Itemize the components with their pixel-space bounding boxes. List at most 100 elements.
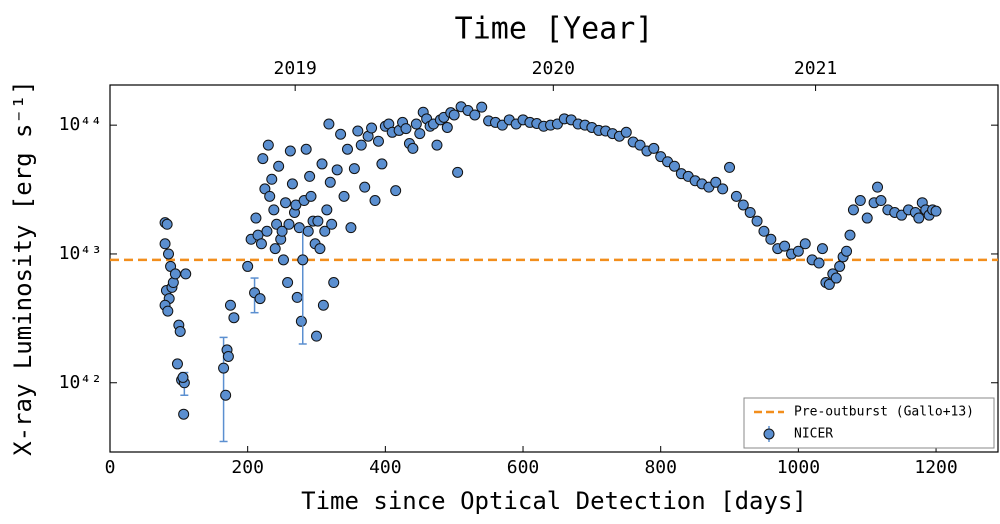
- data-point: [222, 350, 234, 362]
- data-point: [452, 166, 464, 178]
- data-point: [758, 225, 770, 237]
- data-point: [668, 160, 680, 172]
- data-point: [220, 389, 232, 401]
- data-point: [765, 233, 777, 245]
- data-point: [174, 326, 186, 338]
- data-point: [268, 204, 280, 216]
- data-point: [469, 109, 481, 121]
- plot-frame: [109, 84, 999, 453]
- data-point: [414, 128, 426, 140]
- legend-marker: [763, 428, 775, 440]
- data-point: [250, 212, 262, 224]
- data-point: [300, 143, 312, 155]
- x-tick-label: 400: [369, 457, 402, 478]
- data-point: [476, 101, 488, 113]
- x-tick-label: 200: [231, 457, 264, 478]
- data-point: [410, 118, 422, 130]
- data-point: [441, 121, 453, 133]
- data-point: [390, 185, 402, 197]
- data-point: [302, 225, 314, 237]
- data-point: [328, 277, 340, 289]
- data-point: [634, 139, 646, 151]
- data-point: [284, 145, 296, 157]
- chart-title: Time [Year]: [455, 12, 654, 47]
- data-point: [816, 243, 828, 255]
- data-point: [352, 125, 364, 137]
- data-point: [400, 123, 412, 135]
- x-tick-label: 600: [507, 457, 540, 478]
- data-point: [283, 218, 295, 230]
- data-point: [169, 268, 181, 280]
- y-tick-label: 10⁴²: [59, 372, 102, 393]
- data-point: [242, 260, 254, 272]
- data-point: [779, 240, 791, 252]
- data-point: [751, 215, 763, 227]
- data-point: [177, 371, 189, 383]
- data-point: [872, 181, 884, 193]
- data-point: [286, 178, 298, 190]
- data-point: [171, 358, 183, 370]
- y-axis-label: X-ray Luminosity [erg s⁻¹]: [9, 80, 37, 456]
- data-point: [338, 190, 350, 202]
- x-tick-label: 0: [105, 457, 116, 478]
- top-tick-label: 2021: [794, 58, 837, 79]
- data-point: [730, 190, 742, 202]
- data-point: [295, 315, 307, 327]
- data-point: [717, 183, 729, 195]
- data-point: [312, 215, 324, 227]
- data-point: [724, 161, 736, 173]
- data-point: [345, 222, 357, 234]
- data-point: [255, 238, 267, 250]
- data-point: [316, 158, 328, 170]
- data-point: [257, 153, 269, 165]
- data-point: [317, 299, 329, 311]
- data-point: [348, 163, 360, 175]
- data-point: [305, 190, 317, 202]
- data-point: [844, 229, 856, 241]
- data-point: [224, 299, 236, 311]
- data-point: [321, 204, 333, 216]
- top-tick-label: 2020: [532, 58, 575, 79]
- data-point: [290, 199, 302, 211]
- data-point: [847, 204, 859, 216]
- data-point: [620, 126, 632, 138]
- data-point: [799, 238, 811, 250]
- x-tick-label: 1000: [777, 457, 820, 478]
- data-point: [648, 142, 660, 154]
- data-point: [792, 245, 804, 257]
- data-point: [331, 164, 343, 176]
- data-point: [913, 212, 925, 224]
- data-point: [291, 291, 303, 303]
- data-point: [366, 122, 378, 134]
- data-point: [314, 243, 326, 255]
- data-point: [359, 181, 371, 193]
- data-point: [861, 212, 873, 224]
- data-point: [930, 205, 942, 217]
- data-point: [178, 408, 190, 420]
- data-point: [163, 248, 175, 260]
- data-point: [280, 197, 292, 209]
- data-point: [180, 268, 192, 280]
- x-tick-label: 800: [644, 457, 677, 478]
- data-point: [355, 139, 367, 151]
- data-point: [159, 238, 171, 250]
- data-point: [376, 158, 388, 170]
- data-point: [407, 142, 419, 154]
- data-point: [304, 170, 316, 182]
- data-point: [326, 218, 338, 230]
- data-point: [276, 225, 288, 237]
- data-point: [273, 160, 285, 172]
- data-point: [710, 176, 722, 188]
- data-point: [161, 218, 173, 230]
- data-point: [277, 254, 289, 266]
- data-point: [162, 305, 174, 317]
- data-point: [744, 206, 756, 218]
- top-tick-label: 2019: [273, 58, 316, 79]
- y-tick-label: 10⁴³: [59, 243, 102, 264]
- data-point: [218, 362, 230, 374]
- legend-label: Pre-outburst (Gallo+13): [794, 405, 974, 420]
- data-point: [813, 257, 825, 269]
- legend-box: [743, 397, 995, 449]
- data-point: [737, 199, 749, 211]
- data-point: [297, 254, 309, 266]
